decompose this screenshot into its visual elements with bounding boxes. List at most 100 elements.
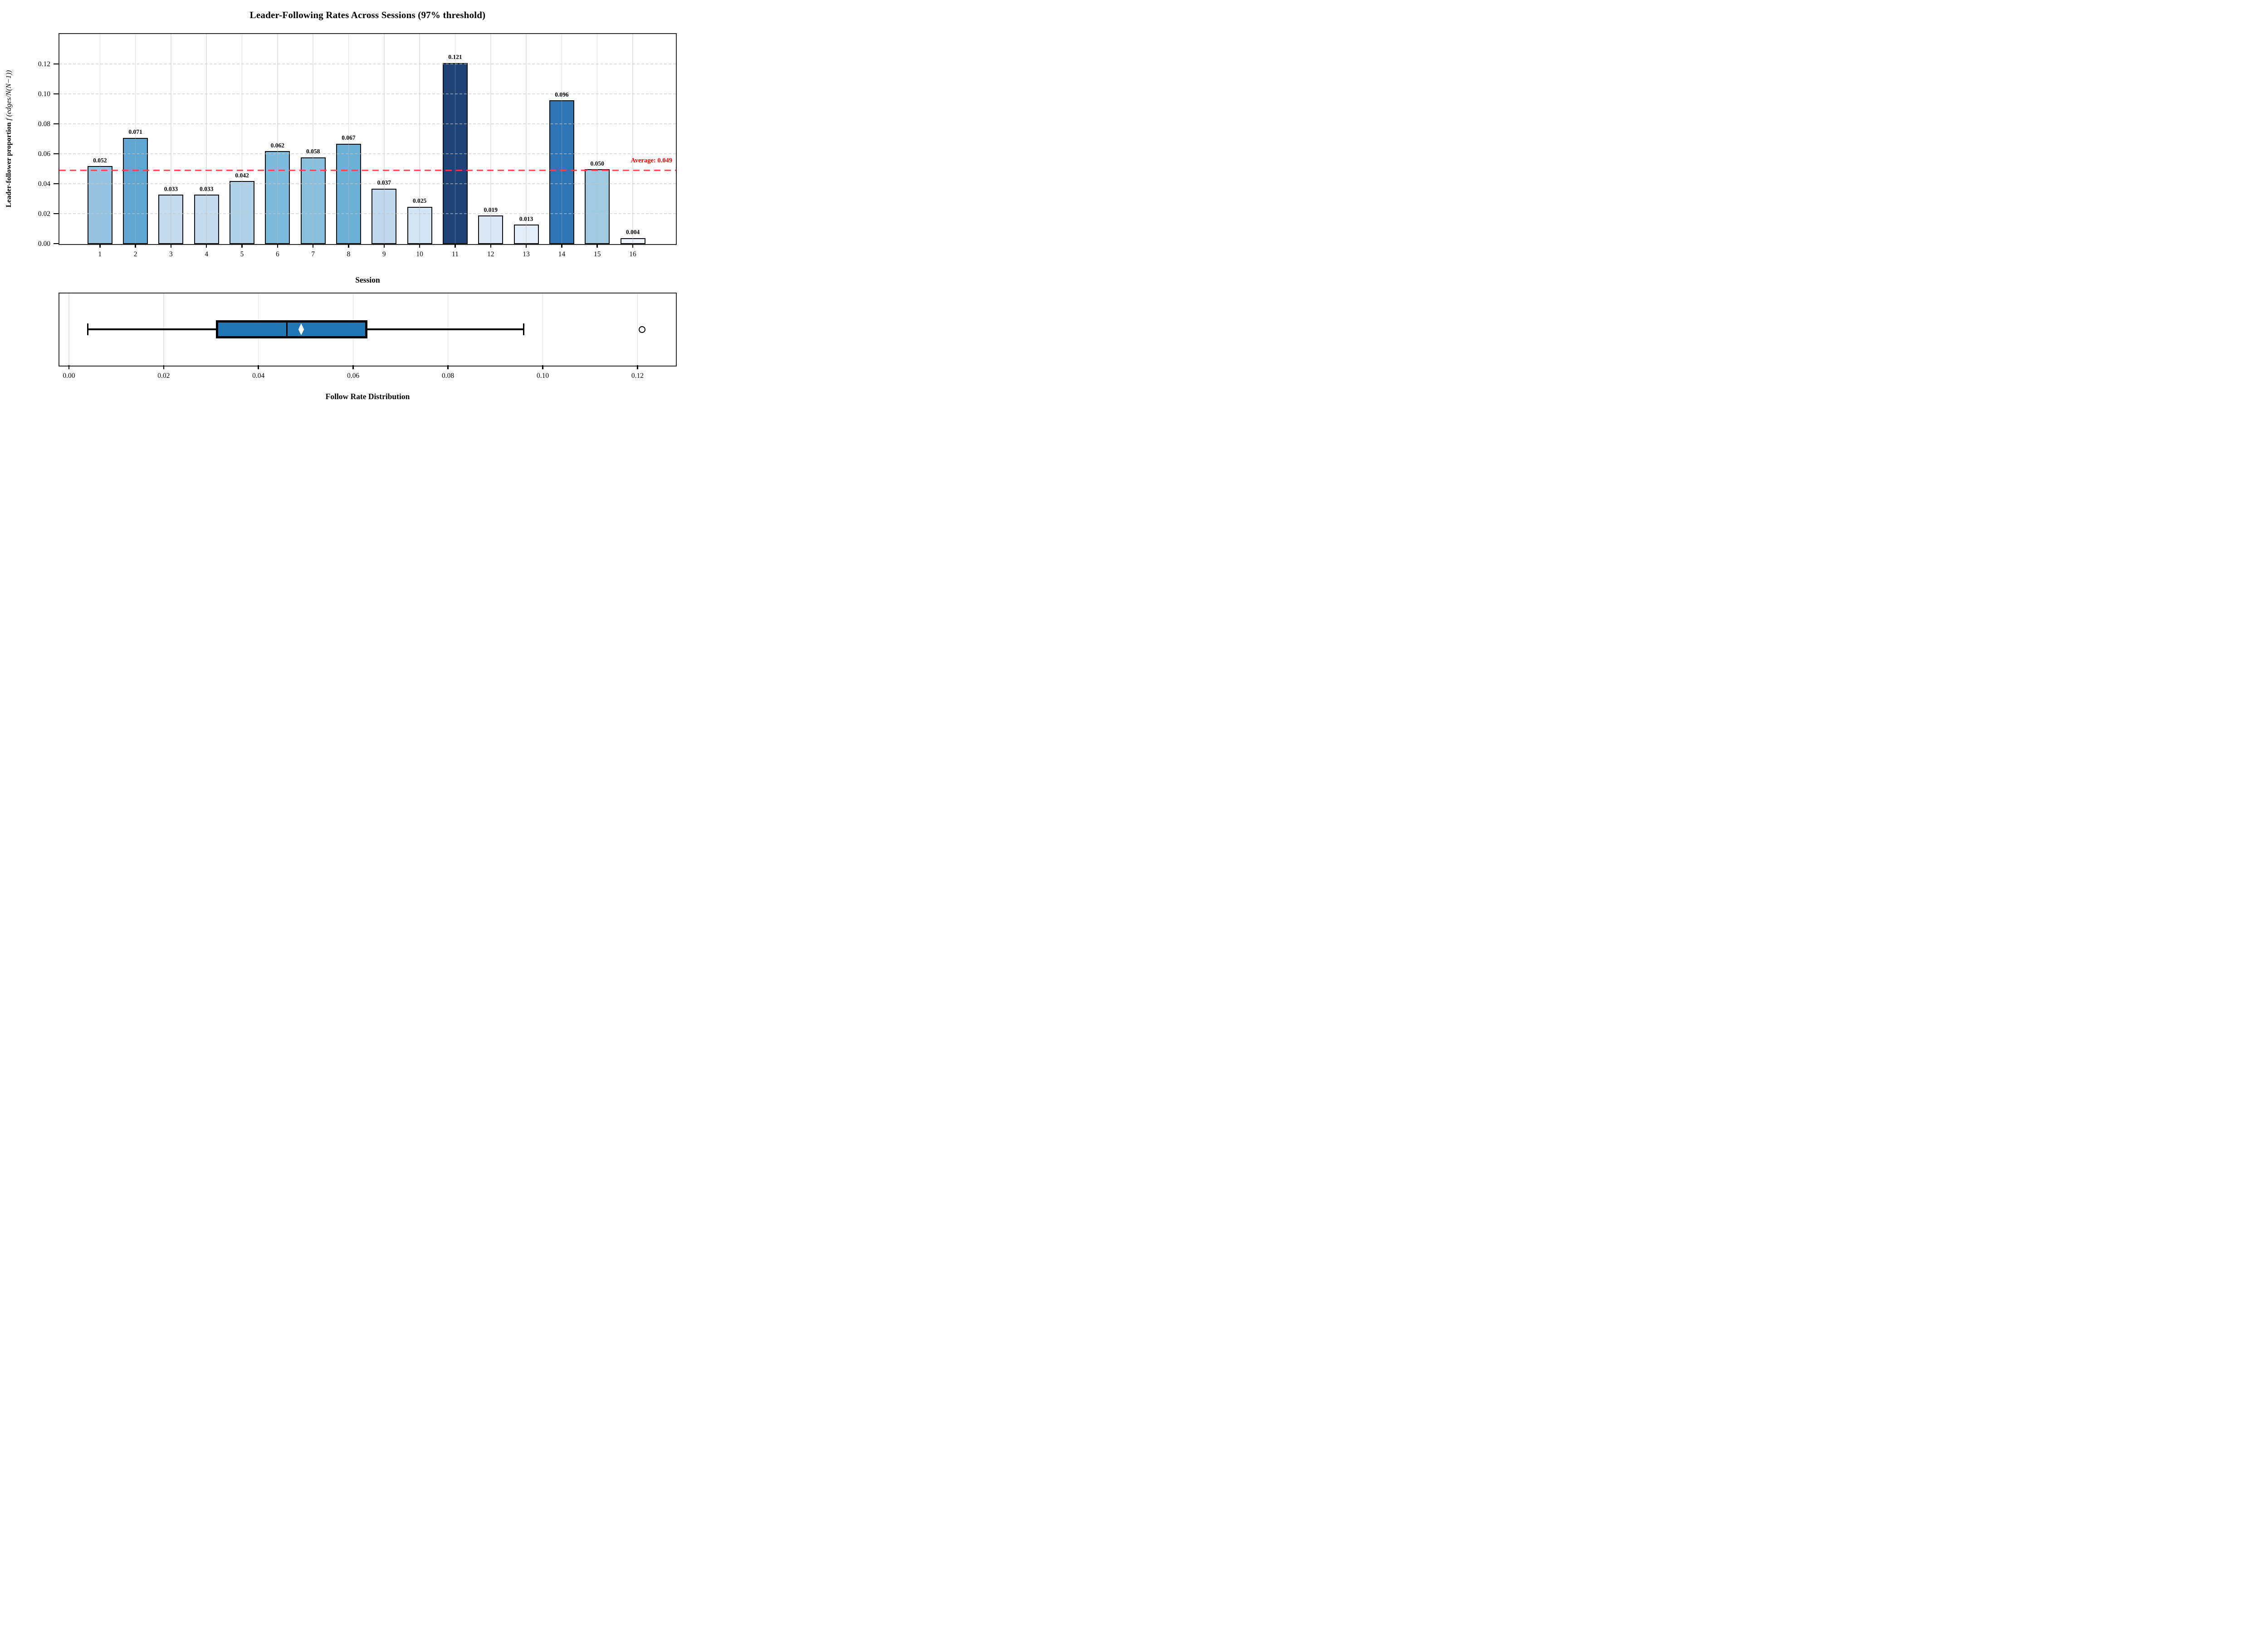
x-tick-mark [637, 365, 638, 369]
vertical-gridline [68, 293, 69, 365]
median-line [286, 323, 288, 336]
x-tick-mark [352, 365, 354, 369]
x-tick-mark [99, 244, 101, 248]
vertical-gridline [241, 34, 243, 244]
bar [620, 238, 645, 244]
x-tick-mark [170, 244, 172, 248]
y-tick-mark [53, 123, 59, 125]
bar-value-label: 0.050 [590, 160, 604, 167]
y-axis-label-math: f (edges/N(N−1)) [5, 70, 13, 121]
y-tick-mark [53, 183, 59, 185]
bar [336, 143, 361, 244]
x-tick-label: 0.10 [536, 372, 549, 380]
y-tick-mark [53, 213, 59, 215]
x-tick-mark [561, 244, 562, 248]
bar-value-label: 0.025 [412, 197, 427, 204]
bar [407, 206, 432, 244]
vertical-gridline [526, 34, 527, 244]
x-tick-label: 0.02 [157, 372, 170, 380]
average-annotation: Average: 0.049 [631, 157, 672, 165]
x-tick-label: 16 [629, 250, 636, 258]
x-tick-mark [632, 244, 634, 248]
vertical-gridline [596, 34, 598, 244]
x-tick-mark [525, 244, 527, 248]
horizontal-gridline [59, 93, 676, 94]
vertical-gridline [637, 293, 638, 365]
y-tick-label: 0.12 [38, 60, 50, 68]
vertical-gridline [384, 34, 385, 244]
bar-value-label: 0.004 [626, 229, 640, 236]
y-tick-label: 0.08 [38, 120, 50, 128]
bar-value-label: 0.052 [93, 156, 107, 164]
x-tick-label: 4 [205, 250, 209, 258]
x-tick-mark [68, 365, 70, 369]
average-line [59, 169, 676, 171]
vertical-gridline [348, 34, 349, 244]
x-tick-mark [383, 244, 385, 248]
bar [194, 195, 219, 244]
y-tick-mark [53, 93, 59, 95]
x-tick-label: 10 [416, 250, 423, 258]
bar-value-label: 0.121 [448, 54, 462, 61]
x-tick-mark [205, 244, 207, 248]
x-tick-label: 2 [133, 250, 137, 258]
x-tick-mark [163, 365, 165, 369]
bar-value-label: 0.067 [342, 134, 356, 142]
bar-value-label: 0.033 [200, 185, 214, 192]
y-tick-mark [53, 243, 59, 244]
x-tick-label: 13 [523, 250, 530, 258]
y-tick-label: 0.00 [38, 240, 50, 248]
x-tick-label: 5 [240, 250, 244, 258]
x-tick-mark [277, 244, 279, 248]
bar [549, 100, 574, 244]
bar [230, 181, 255, 244]
vertical-gridline [99, 34, 101, 244]
x-tick-label: 12 [487, 250, 494, 258]
bar-value-label: 0.062 [270, 142, 285, 149]
whisker-cap [523, 323, 525, 335]
bar-value-label: 0.019 [484, 206, 498, 213]
bar-value-label: 0.058 [306, 148, 320, 155]
x-tick-label: 0.06 [347, 372, 360, 380]
vertical-gridline [632, 34, 633, 244]
x-tick-label: 14 [558, 250, 566, 258]
y-tick-label: 0.02 [38, 210, 50, 218]
y-tick-mark [53, 63, 59, 65]
x-axis-label-distribution: Follow Rate Distribution [325, 392, 410, 401]
x-tick-mark [419, 244, 420, 248]
x-tick-mark [447, 365, 449, 369]
bar [158, 195, 184, 244]
box-plot-axes: 0.00 0.02 0.04 0.06 0.08 0.10 0.12 [59, 293, 677, 379]
bar [300, 157, 326, 244]
x-tick-mark [312, 244, 314, 248]
iqr-box [215, 320, 367, 338]
bar-value-label: 0.033 [164, 185, 178, 192]
x-tick-label: 0.08 [442, 372, 455, 380]
y-axis-label: Leader-follower proportion f (edges/N(N−… [5, 70, 13, 207]
x-tick-mark [241, 244, 243, 248]
bar-value-label: 0.042 [235, 171, 249, 179]
outlier-marker [639, 326, 646, 333]
bar [478, 215, 503, 244]
vertical-gridline [277, 34, 278, 244]
bar [513, 225, 539, 244]
y-tick-mark [53, 153, 59, 155]
bar-value-label: 0.071 [128, 128, 142, 136]
horizontal-gridline [59, 213, 676, 214]
x-axis-label-session: Session [355, 275, 380, 284]
x-tick-label: 9 [382, 250, 386, 258]
x-tick-label: 7 [311, 250, 315, 258]
x-tick-label: 0.04 [252, 372, 265, 380]
y-tick-label: 0.10 [38, 90, 50, 98]
x-tick-mark [596, 244, 598, 248]
bar [123, 137, 148, 244]
horizontal-gridline [59, 183, 676, 184]
x-tick-label: 0.12 [631, 372, 644, 380]
y-tick-label: 0.06 [38, 150, 50, 158]
bar-chart-axes: 0.052 1 0.071 2 0.033 3 0.033 4 0.042 5 0.062 6 0.05… [38, 33, 677, 258]
chart-title: Leader-Following Rates Across Sessions (… [249, 10, 486, 20]
x-tick-label: 3 [169, 250, 173, 258]
y-tick-label: 0.04 [38, 180, 50, 188]
x-tick-label: 11 [451, 250, 459, 258]
vertical-gridline [419, 34, 420, 244]
